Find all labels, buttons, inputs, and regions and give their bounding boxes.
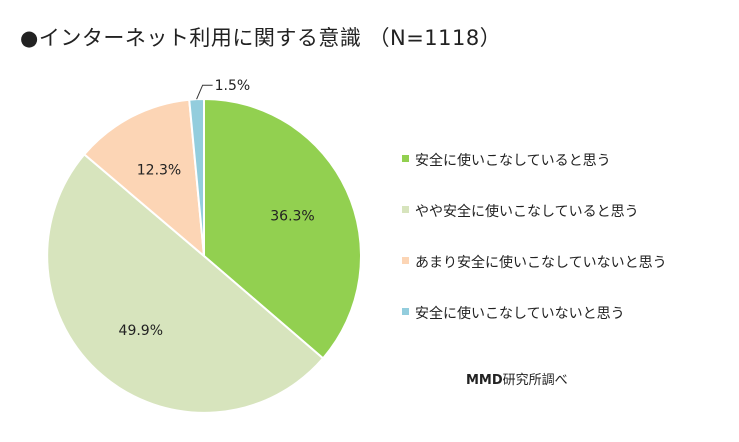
legend-item-somewhat-safe: やや安全に使いこなしていると思う bbox=[402, 201, 667, 252]
slice-somewhat-safe bbox=[46, 152, 325, 414]
source-text: 研究所調べ bbox=[502, 373, 568, 388]
legend-swatch bbox=[402, 257, 409, 264]
legend-swatch bbox=[402, 206, 409, 213]
leader-line bbox=[196, 84, 213, 100]
data-label-not-safe: 1.5% bbox=[215, 78, 251, 94]
legend-swatch bbox=[402, 308, 409, 315]
legend-swatch bbox=[402, 155, 409, 162]
slice-not-very-safe bbox=[82, 98, 206, 259]
data-label-not-very-safe: 12.3% bbox=[137, 163, 181, 179]
source-note: MMD研究所調べ bbox=[466, 369, 568, 388]
data-label-safe: 36.3% bbox=[270, 208, 314, 224]
legend-item-not-safe: 安全に使いこなしていないと思う bbox=[402, 303, 667, 354]
data-label-somewhat-safe: 49.9% bbox=[119, 323, 163, 339]
legend: 安全に使いこなしていると思う やや安全に使いこなしていると思う あまり安全に使い… bbox=[402, 150, 667, 354]
source-brand: MMD bbox=[466, 373, 503, 388]
legend-label: 安全に使いこなしていないと思う bbox=[415, 306, 625, 322]
legend-label: あまり安全に使いこなしていないと思う bbox=[415, 255, 667, 271]
chart-title: ●インターネット利用に関する意識 （N=1118） bbox=[20, 26, 502, 50]
legend-item-safe: 安全に使いこなしていると思う bbox=[402, 150, 667, 201]
legend-item-not-very-safe: あまり安全に使いこなしていないと思う bbox=[402, 252, 667, 303]
slice-safe bbox=[203, 97, 362, 360]
legend-label: やや安全に使いこなしていると思う bbox=[415, 204, 639, 220]
legend-label: 安全に使いこなしていると思う bbox=[415, 153, 611, 169]
